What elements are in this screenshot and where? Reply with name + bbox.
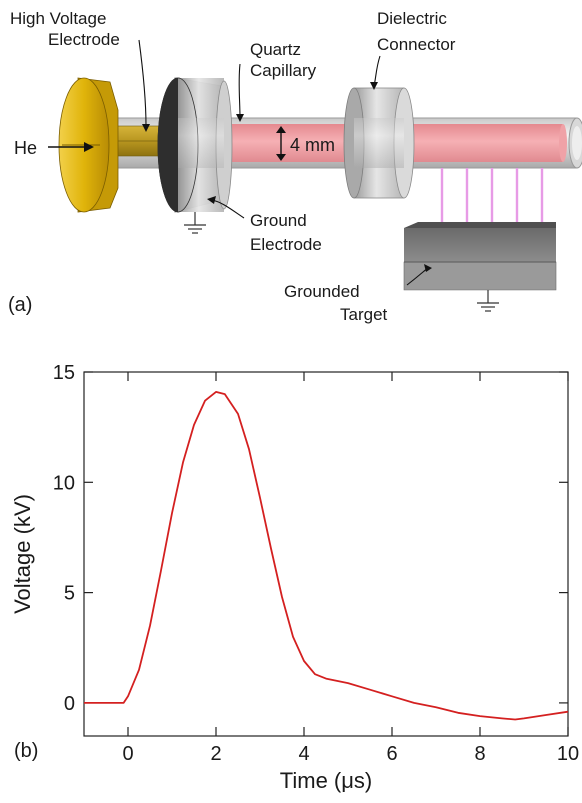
label-target-line1: Grounded — [284, 282, 360, 301]
leader-arrowheads — [142, 82, 432, 272]
label-hv-electrode-line2: Electrode — [48, 30, 120, 49]
y-tick-label: 0 — [64, 693, 75, 715]
ground-symbol-electrode — [184, 212, 206, 234]
x-tick-label: 4 — [298, 743, 309, 765]
y-tick-label: 5 — [64, 583, 75, 605]
x-tick-label: 6 — [386, 743, 397, 765]
voltage-trace — [84, 391, 569, 721]
x-tick-label: 2 — [210, 743, 221, 765]
plot-frame — [83, 371, 569, 737]
x-axis-label: Time (μs) — [280, 768, 373, 793]
jet-schematic: High Voltage Electrode Quartz Capillary … — [8, 9, 582, 324]
y-tick-label: 10 — [53, 472, 75, 494]
label-dielectric-line1: Dielectric — [377, 9, 447, 28]
x-ticks: 0 2 4 6 8 10 — [122, 372, 579, 765]
x-tick-label: 8 — [474, 743, 485, 765]
ground-symbol-target — [477, 290, 499, 312]
label-target-line2: Target — [340, 305, 388, 324]
y-axis-label: Voltage (kV) — [10, 494, 35, 614]
label-diameter: 4 mm — [290, 135, 335, 155]
he-arrow — [48, 142, 94, 152]
label-quartz-line2: Capillary — [250, 61, 317, 80]
label-dielectric-line2: Connector — [377, 35, 456, 54]
label-hv-electrode-line1: High Voltage — [10, 9, 106, 28]
y-tick-label: 15 — [53, 362, 75, 384]
label-ground-line1: Ground — [250, 211, 307, 230]
panel-label-b: (b) — [14, 740, 38, 762]
dielectric-connector — [343, 87, 415, 199]
label-he: He — [14, 138, 37, 158]
x-tick-label: 10 — [557, 743, 579, 765]
y-ticks: 0 5 10 15 — [53, 362, 568, 715]
x-tick-label: 0 — [122, 743, 133, 765]
grounded-target — [403, 222, 557, 291]
label-quartz-line1: Quartz — [250, 40, 301, 59]
diameter-arrow — [276, 126, 286, 161]
panel-label-a: (a) — [8, 294, 32, 316]
label-ground-line2: Electrode — [250, 235, 322, 254]
voltage-chart: 0 5 10 15 0 2 4 6 8 10 Time (μs) Voltage (kV) (b… — [10, 362, 579, 793]
ground-electrode — [157, 77, 233, 213]
